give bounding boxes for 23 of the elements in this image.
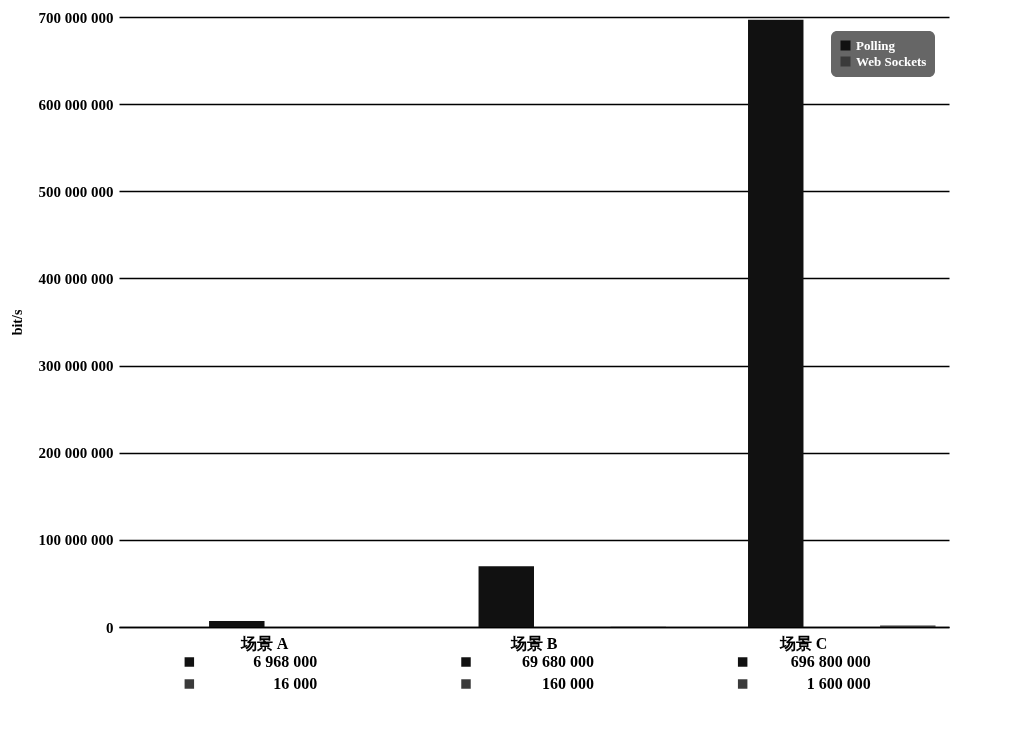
legend-label: Web Sockets	[856, 53, 927, 69]
y-axis-title: bit/s	[9, 309, 25, 336]
bar	[748, 19, 804, 627]
y-tick-label: 500 000 000	[38, 183, 114, 200]
x-tick-label: 场景 A	[239, 634, 289, 652]
data-label: 1 600 000	[806, 675, 871, 692]
data-label: 6 968 000	[253, 653, 318, 670]
bar	[209, 620, 265, 627]
y-tick-label: 400 000 000	[38, 270, 114, 287]
data-label: 160 000	[542, 675, 594, 692]
y-tick-label: 100 000 000	[38, 532, 114, 549]
y-tick-label: 0	[106, 619, 114, 636]
y-tick-label: 700 000 000	[38, 9, 114, 26]
data-label: 696 800 000	[790, 653, 871, 670]
legend-label: Polling	[856, 37, 896, 53]
y-tick-label: 200 000 000	[38, 445, 114, 462]
bar	[478, 566, 534, 627]
data-label: 69 680 000	[522, 653, 594, 670]
data-label: 16 000	[273, 675, 318, 692]
x-tick-label: 场景 B	[509, 634, 558, 652]
y-tick-label: 300 000 000	[38, 358, 114, 375]
x-tick-label: 场景 C	[778, 634, 828, 652]
y-tick-label: 600 000 000	[38, 96, 114, 113]
